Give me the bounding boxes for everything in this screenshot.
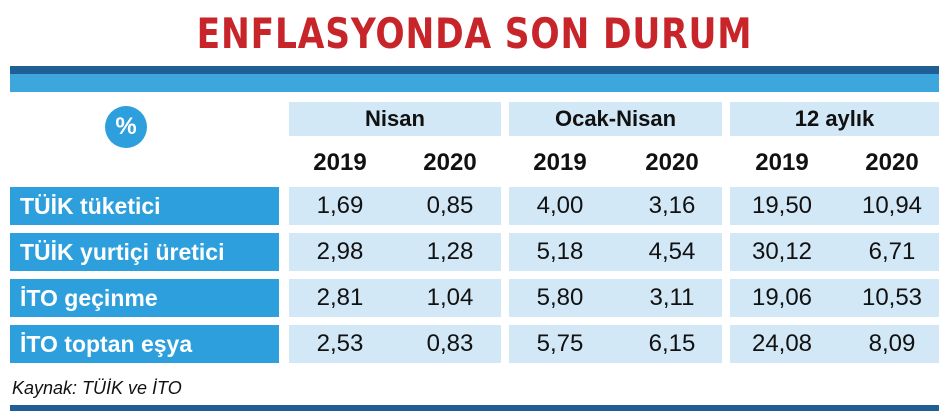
table-cell: 6,15 [648, 330, 696, 357]
row-cell-bg [289, 325, 501, 363]
row-cell-bg [730, 187, 939, 225]
group-header-nisan: Nisan [289, 102, 501, 136]
table-cell: 2,53 [316, 330, 364, 357]
table-cell: 0,85 [426, 192, 474, 219]
row-cell-bg [509, 233, 722, 271]
row-label-ito-gecinme: İTO geçinme [10, 279, 279, 317]
row-cell-bg [730, 233, 939, 271]
row-cell-bg [730, 325, 939, 363]
row-cell-bg [289, 187, 501, 225]
row-cell-bg [509, 279, 722, 317]
table-cell: 1,04 [426, 284, 474, 311]
table-cell: 30,12 [751, 238, 813, 265]
table-cell: 2,81 [316, 284, 364, 311]
year-header: 2020 [865, 149, 919, 176]
table-cell: 10,53 [861, 284, 923, 311]
source-note: Kaynak: TÜİK ve İTO [12, 378, 182, 398]
table-cell: 5,75 [536, 330, 584, 357]
year-header: 2019 [313, 149, 367, 176]
row-cell-bg [289, 279, 501, 317]
table-cell: 5,80 [536, 284, 584, 311]
row-cell-bg [509, 325, 722, 363]
table-cell: 8,09 [868, 330, 916, 357]
row-label-tuik-yurtici-uretici: TÜİK yurtiçi üretici [10, 233, 279, 271]
year-header: 2019 [755, 149, 809, 176]
table-cell: 1,69 [316, 192, 364, 219]
table-cell: 19,50 [751, 192, 813, 219]
table-cell: 5,18 [536, 238, 584, 265]
year-header: 2019 [533, 149, 587, 176]
table-cell: 10,94 [861, 192, 923, 219]
table-cell: 19,06 [751, 284, 813, 311]
row-label-tuik-tuketici: TÜİK tüketici [10, 187, 279, 225]
table-cell: 4,00 [536, 192, 584, 219]
table-cell: 3,16 [648, 192, 696, 219]
row-cell-bg [730, 279, 939, 317]
table-cell: 4,54 [648, 238, 696, 265]
row-label-ito-toptan-esya: İTO toptan eşya [10, 325, 279, 363]
row-cell-bg [289, 233, 501, 271]
table-cell: 1,28 [426, 238, 474, 265]
table-cell: 3,11 [649, 284, 695, 311]
header-rule-light [10, 74, 939, 92]
table-cell: 24,08 [751, 330, 813, 357]
group-header-12-aylik: 12 aylık [730, 102, 939, 136]
footer-rule [10, 405, 939, 411]
page-title: ENFLASYONDA SON DURUM [196, 9, 753, 58]
table-cell: 2,98 [316, 238, 364, 265]
group-header-ocak-nisan: Ocak-Nisan [509, 102, 722, 136]
year-header: 2020 [423, 149, 477, 176]
table-cell: 0,83 [426, 330, 474, 357]
table-cell: 6,71 [868, 238, 916, 265]
header-rule-dark [10, 66, 939, 74]
percent-badge: % [105, 106, 147, 148]
year-header: 2020 [645, 149, 699, 176]
row-cell-bg [509, 187, 722, 225]
